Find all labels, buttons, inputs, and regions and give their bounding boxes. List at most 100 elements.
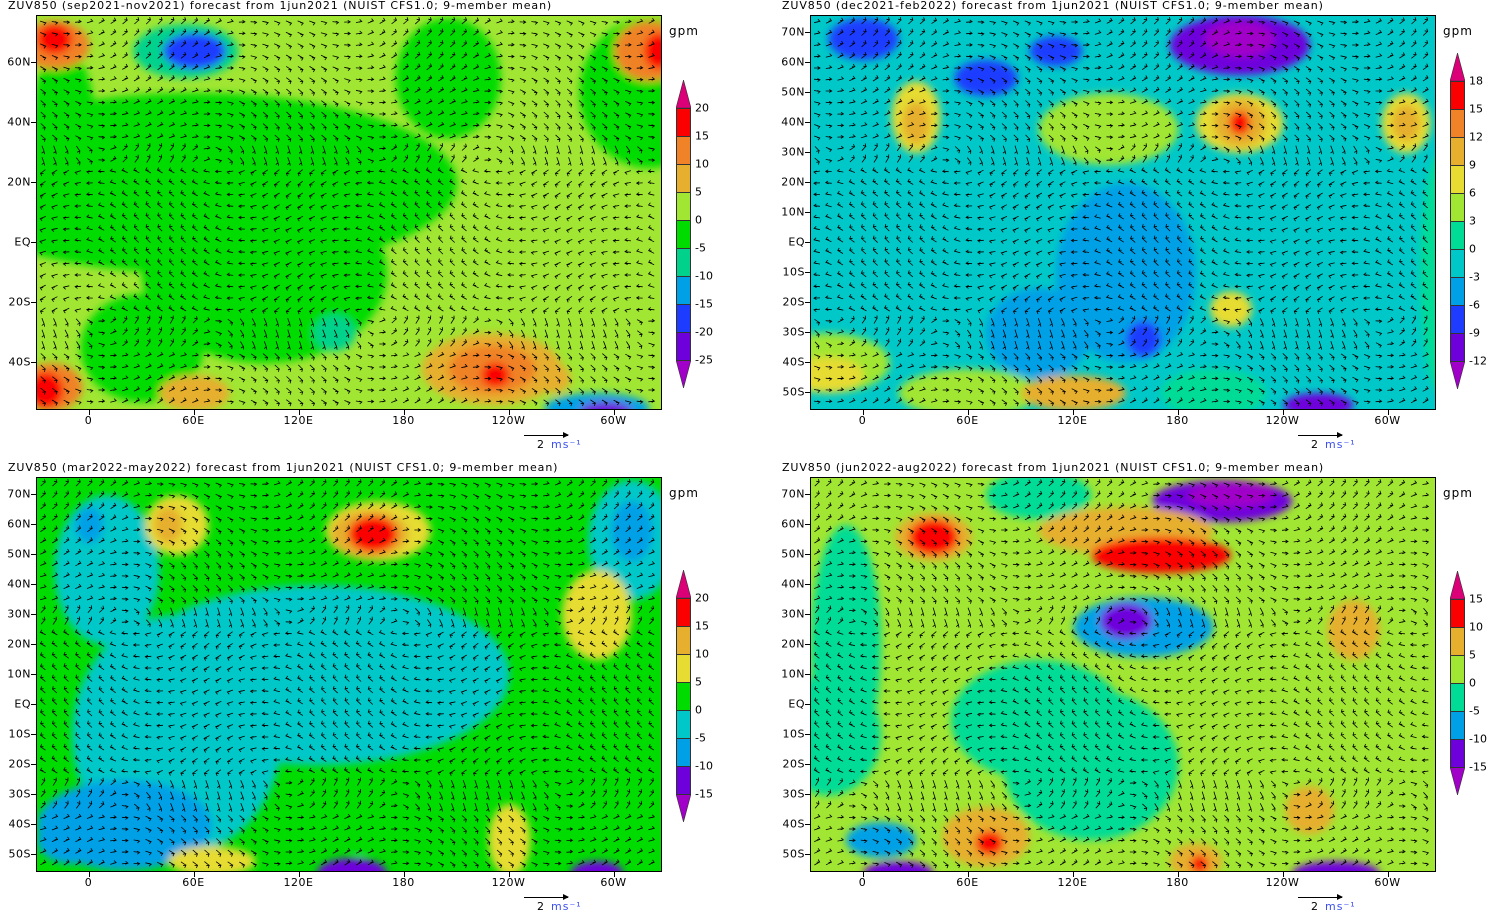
latitude-label: 60N [781,55,805,69]
latitude-label: 20N [7,637,31,651]
anomaly-region [37,48,95,199]
tick [805,584,810,586]
tick [805,62,810,64]
colorbar-label: -12 [1469,354,1487,368]
tick [805,302,810,304]
tick [31,302,36,304]
anomaly-region [975,831,1004,856]
latitude-label: 70N [781,487,805,501]
unit-label: gpm [669,24,699,38]
latitude-label: 40S [782,817,805,831]
tick [193,872,195,877]
colorbar-label: 6 [1469,186,1476,200]
colorbar-segment [676,276,691,305]
latitude-label: 50N [7,547,31,561]
reference-arrow-icon [524,894,569,900]
anomaly-region [951,660,1126,781]
colorbar-label: 15 [1469,592,1483,606]
colorbar-max-arrow [676,570,691,599]
tick [613,410,615,415]
tick [31,614,36,616]
colorbar-segment [676,654,691,683]
colorbar-segment [676,108,691,137]
latitude-label: 40N [7,115,31,129]
map-area [810,477,1436,872]
colorbar-label: -25 [695,353,713,367]
map-area [36,15,662,410]
colorbar-segment [1450,109,1465,138]
tick [805,614,810,616]
anomaly-region [168,846,256,871]
tick [862,410,864,415]
tick [31,674,36,676]
tick [31,362,36,364]
colorbar-max-arrow [1450,571,1465,600]
anomaly-region [1091,537,1231,574]
colorbar-segment [1450,137,1465,166]
latitude-label: EQ [788,697,805,711]
anomaly-region [898,369,1039,409]
anomaly-region [902,102,930,145]
longitude-label: 60W [1374,876,1401,889]
tick [31,854,36,856]
colorbar-segment [1450,599,1465,628]
colorbar-label: -15 [1469,760,1487,774]
longitude-label: 60E [182,876,205,889]
latitude-label: 40N [781,115,805,129]
latitude-label: 20N [781,175,805,189]
anomaly-region [1229,111,1251,136]
tick [31,494,36,496]
latitude-label: 10S [782,265,805,279]
tick [1072,410,1074,415]
latitude-label: 30N [781,145,805,159]
anomaly-field [811,478,1435,871]
anomaly-region [348,516,398,553]
colorbar-segment [1450,627,1465,656]
reference-arrow-icon [1298,432,1343,438]
anomaly-region [75,507,104,544]
latitude-label: 40S [8,817,31,831]
anomaly-region [1187,483,1275,508]
tick [805,674,810,676]
latitude-label: 60N [7,517,31,531]
tick [805,524,810,526]
colorbar-segment [676,766,691,795]
map-area [36,477,662,872]
longitude-label: 180 [392,876,415,889]
tick [805,272,810,274]
colorbar-segment [1450,249,1465,278]
latitude-label: 40S [782,355,805,369]
anomaly-region [986,478,1091,520]
latitude-label: 60N [781,517,805,531]
colorbar-segment [676,598,691,627]
colorbar-segment [1450,333,1465,362]
map-panel: ZUV850 (jun2022-aug2022) forecast from 1… [774,461,1495,917]
latitude-label: EQ [788,235,805,249]
map-area [810,15,1436,410]
colorbar-label: 3 [1469,214,1476,228]
tick [31,734,36,736]
colorbar: 20 15 10 5 0 -5 -10 -15 [676,570,713,822]
latitude-label: 50S [782,847,805,861]
tick [31,62,36,64]
anomaly-region [1099,603,1153,640]
vector-magnitude: 2 [1311,900,1318,913]
tick [805,554,810,556]
tick [805,122,810,124]
vector-scale-legend: 2 ms⁻¹ [1294,430,1394,451]
colorbar-segment [676,682,691,711]
colorbar-max-arrow [1450,53,1465,82]
latitude-label: 50N [781,85,805,99]
anomaly-region [481,363,510,388]
latitude-label: 20N [7,175,31,189]
colorbar-label: 0 [1469,676,1476,690]
colorbar-label: 15 [695,129,709,143]
anomaly-field [37,16,661,409]
colorbar-segment [1450,277,1465,306]
anomaly-region [1190,855,1209,871]
anomaly-region [159,375,230,409]
anomaly-region [1292,861,1380,871]
tick [1387,410,1389,415]
latitude-label: 30N [7,607,31,621]
tick [1072,872,1074,877]
